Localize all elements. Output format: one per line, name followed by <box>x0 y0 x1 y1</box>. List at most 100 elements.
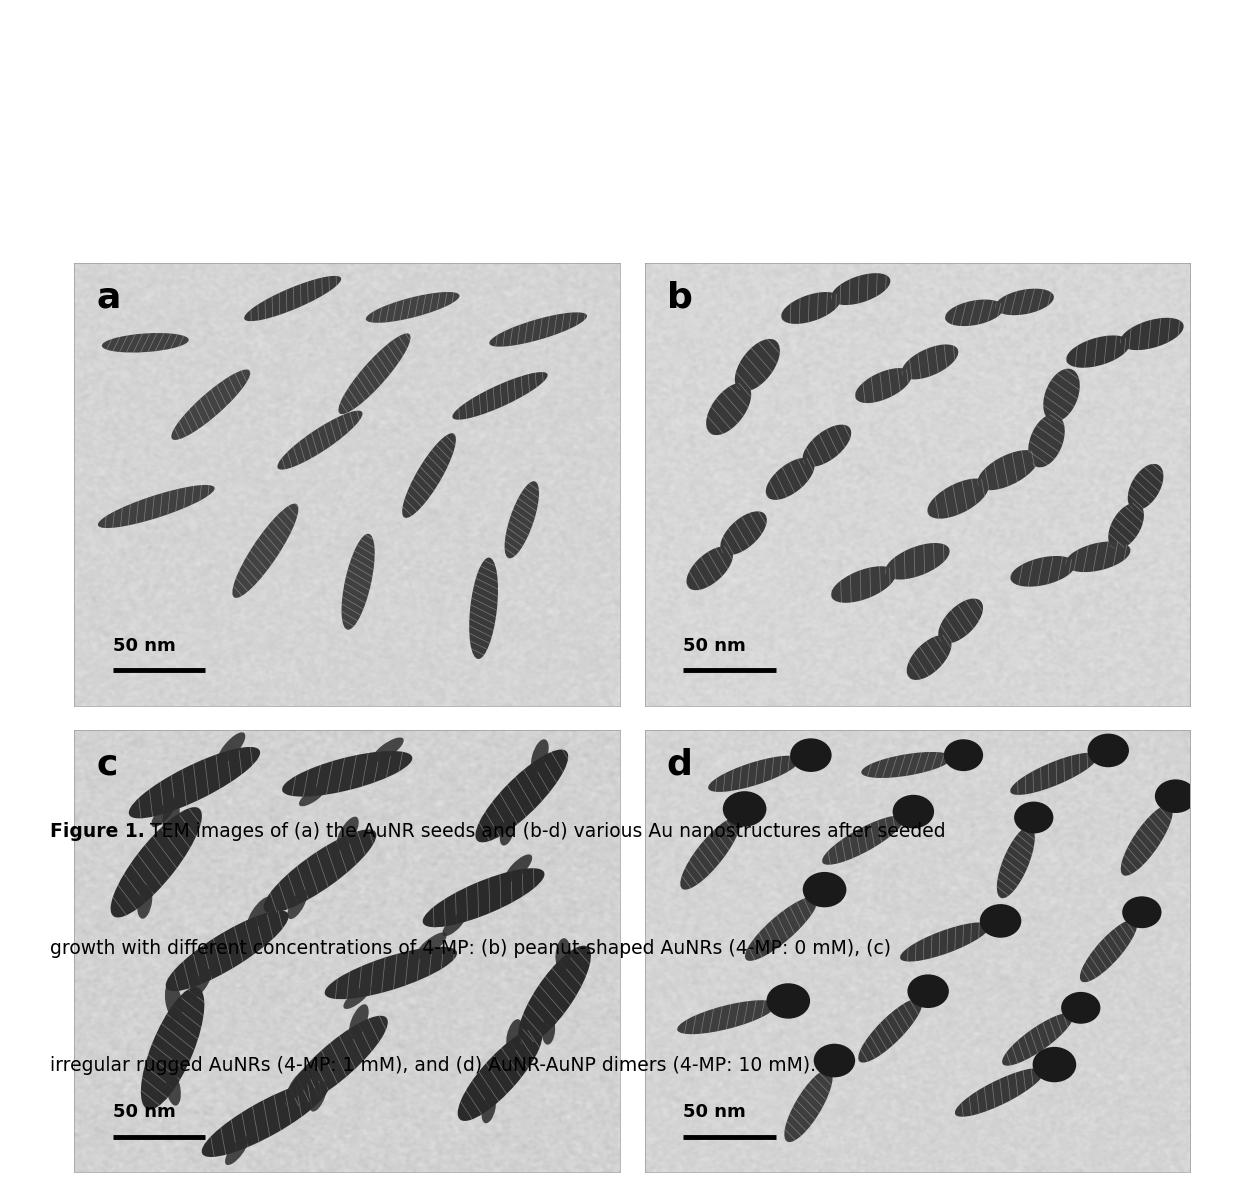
Point <box>1003 441 1018 456</box>
Point <box>184 502 198 517</box>
Point <box>843 269 858 283</box>
Point <box>140 1171 155 1185</box>
Point <box>950 471 965 486</box>
Line: 2 pts: 2 pts <box>529 757 552 797</box>
Line: 2 pts: 2 pts <box>560 309 564 336</box>
Point <box>796 321 811 335</box>
Point <box>682 557 697 572</box>
Point <box>78 1191 93 1196</box>
Point <box>903 576 918 591</box>
Point <box>880 395 895 409</box>
Line: 2 pts: 2 pts <box>999 1076 1003 1107</box>
Point <box>373 738 388 752</box>
Line: 2 pts: 2 pts <box>802 1086 825 1109</box>
Point <box>99 881 114 896</box>
Point <box>1047 544 1061 559</box>
Line: 2 pts: 2 pts <box>166 673 187 697</box>
Point <box>645 483 660 498</box>
Point <box>842 304 857 318</box>
Point <box>972 1111 987 1125</box>
Point <box>273 498 288 512</box>
Point <box>1019 585 1034 599</box>
Point <box>376 518 391 532</box>
Point <box>768 367 782 382</box>
Point <box>311 450 326 464</box>
Point <box>959 602 973 616</box>
Line: 2 pts: 2 pts <box>779 297 806 328</box>
Point <box>1096 360 1111 374</box>
Point <box>929 609 944 623</box>
Point <box>890 746 905 761</box>
Line: 2 pts: 2 pts <box>198 397 211 423</box>
Point <box>636 605 651 620</box>
Point <box>856 817 870 831</box>
Line: 2 pts: 2 pts <box>295 883 306 926</box>
Point <box>263 713 278 727</box>
Line: 2 pts: 2 pts <box>191 636 212 660</box>
Ellipse shape <box>415 933 446 959</box>
Point <box>1095 731 1110 745</box>
Line: 2 pts: 2 pts <box>1007 562 1013 598</box>
Point <box>1034 787 1049 801</box>
Point <box>806 913 821 927</box>
Point <box>441 279 456 293</box>
Point <box>1163 769 1178 783</box>
Point <box>456 438 471 452</box>
Point <box>474 862 489 877</box>
Point <box>1024 279 1039 293</box>
Point <box>1054 576 1069 591</box>
Line: 2 pts: 2 pts <box>999 862 1024 883</box>
Point <box>249 492 264 506</box>
Point <box>290 466 305 481</box>
Line: 2 pts: 2 pts <box>477 1072 508 1107</box>
Point <box>1017 440 1032 454</box>
Point <box>252 319 267 334</box>
Point <box>293 475 308 489</box>
Point <box>1063 1026 1078 1041</box>
Point <box>529 512 544 526</box>
Line: 2 pts: 2 pts <box>825 1076 841 1104</box>
Point <box>387 559 402 573</box>
Line: 2 pts: 2 pts <box>1064 344 1068 380</box>
Point <box>335 719 350 733</box>
Line: 2 pts: 2 pts <box>575 305 579 331</box>
Line: 2 pts: 2 pts <box>914 749 923 776</box>
Point <box>698 541 713 555</box>
Line: 2 pts: 2 pts <box>1028 792 1053 812</box>
Point <box>92 1050 107 1064</box>
Point <box>755 777 770 792</box>
Point <box>844 984 859 999</box>
Point <box>898 793 913 807</box>
Point <box>472 1124 487 1139</box>
Point <box>93 478 108 493</box>
Point <box>502 597 517 611</box>
Point <box>1016 1026 1030 1041</box>
Line: 2 pts: 2 pts <box>389 335 405 360</box>
Point <box>703 1006 718 1020</box>
Point <box>388 889 403 903</box>
Line: 2 pts: 2 pts <box>906 1123 910 1154</box>
Point <box>931 368 946 383</box>
Line: 2 pts: 2 pts <box>806 856 811 886</box>
Point <box>130 1024 145 1038</box>
Line: 2 pts: 2 pts <box>286 447 294 474</box>
Line: 2 pts: 2 pts <box>1045 1052 1049 1084</box>
Line: 2 pts: 2 pts <box>1092 947 1110 972</box>
Point <box>405 300 420 315</box>
Line: 2 pts: 2 pts <box>1025 798 1050 818</box>
Point <box>910 818 925 832</box>
Line: 2 pts: 2 pts <box>908 311 916 342</box>
Point <box>1006 555 1021 569</box>
Point <box>945 325 960 340</box>
Point <box>548 348 563 362</box>
Line: 2 pts: 2 pts <box>970 471 977 508</box>
Point <box>201 315 216 329</box>
Point <box>330 899 345 914</box>
Line: 2 pts: 2 pts <box>365 928 387 968</box>
Point <box>651 887 666 902</box>
Point <box>841 825 856 840</box>
Point <box>253 353 268 367</box>
Line: 2 pts: 2 pts <box>335 615 363 631</box>
Point <box>996 804 1011 818</box>
Point <box>471 1145 486 1159</box>
